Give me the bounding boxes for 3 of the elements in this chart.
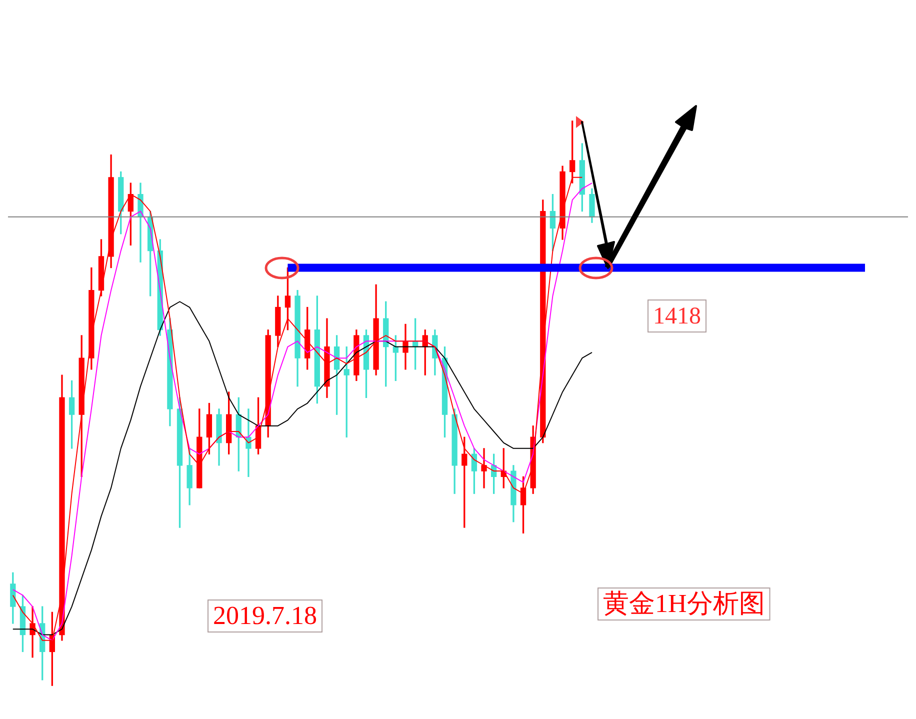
text: 1418 xyxy=(653,303,701,330)
text: 黄金1H分析图 xyxy=(603,588,765,618)
annotation: 2019.7.18 xyxy=(213,600,317,630)
